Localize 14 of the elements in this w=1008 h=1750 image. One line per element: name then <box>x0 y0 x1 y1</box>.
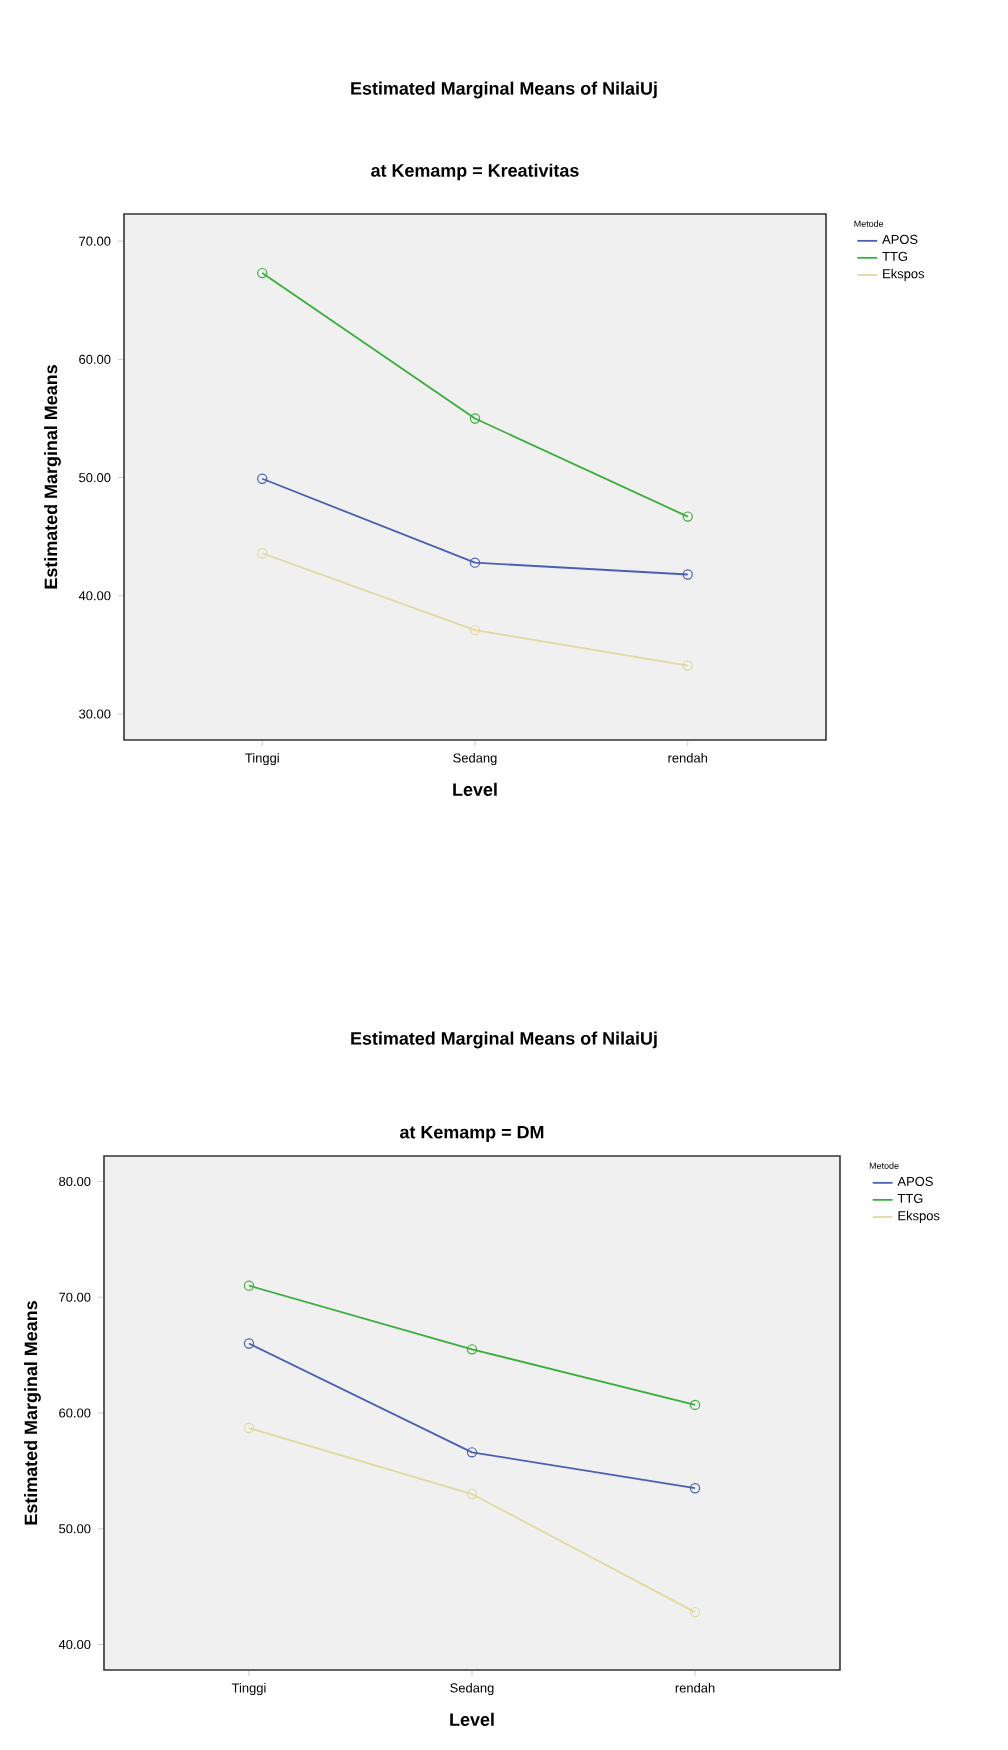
point <box>466 1488 478 1500</box>
y-axis-title: Estimated Marginal Means <box>44 365 61 589</box>
x-axis-title: Level <box>453 782 497 796</box>
point <box>466 1447 478 1458</box>
chart-subtitle: at Kemamp = Kreativitas <box>371 163 579 181</box>
chart-subtitle: at Kemamp = DM <box>400 1125 544 1143</box>
chart-title: Estimated Marginal Means of NilaiUj <box>351 81 657 99</box>
point <box>466 1344 478 1355</box>
point <box>469 413 481 424</box>
y-axis-title: Estimated Marginal Means <box>24 1301 41 1525</box>
point <box>469 557 481 568</box>
point <box>469 624 481 636</box>
x-axis-title: Level <box>450 1712 494 1726</box>
chart-title: Estimated Marginal Means of NilaiUj <box>351 1031 657 1049</box>
